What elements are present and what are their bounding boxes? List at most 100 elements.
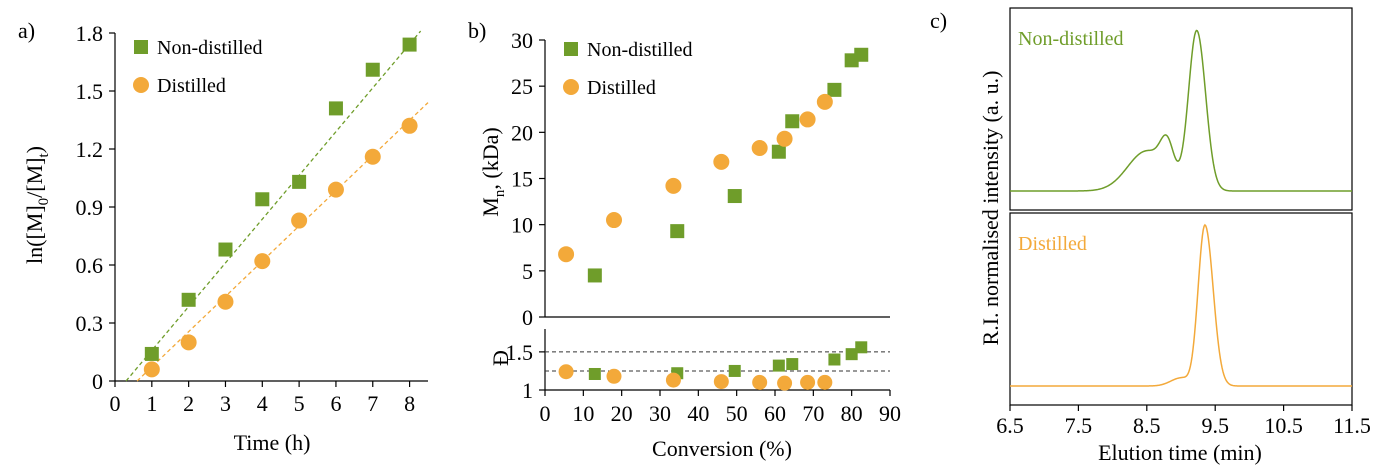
panel-c-bottom-label: Distilled <box>1018 233 1087 255</box>
panel-c-ylabel: R.I. normalised intensity (a. u.) <box>978 71 1003 346</box>
panel-a-data-point <box>181 292 196 307</box>
panel-a-x-tick-label: 8 <box>404 391 415 416</box>
panel-c-x-tick-label: 9.5 <box>1201 413 1229 438</box>
panel-b-top-data-point <box>727 189 742 204</box>
panel-a-x-tick-label: 6 <box>330 391 341 416</box>
panel-b-bottom-data-point <box>752 374 768 390</box>
panel-b-top-data-point <box>751 140 768 157</box>
panel-b-top-y-tick-label: 25 <box>511 74 533 99</box>
panel-b-ylabel: Mn, (kDa) <box>478 127 508 216</box>
panel-a-data-point <box>144 346 159 361</box>
panel-b-top-data-point <box>670 224 685 239</box>
panel-b-x-tick-label: 50 <box>726 401 748 426</box>
panel-b-top-data-point <box>587 268 602 283</box>
panel-a-legend-marker <box>133 77 149 93</box>
panel-c-bottom-frame <box>1009 212 1353 406</box>
panel-a-data-point <box>402 37 417 52</box>
panel-b-top-y-tick-label: 5 <box>522 259 533 284</box>
panel-a-y-tick-label: 0.9 <box>76 195 104 220</box>
panel-b-bottom-data-point <box>713 374 729 390</box>
panel-a-x-tick-label: 2 <box>183 391 194 416</box>
panel-b-top-data-point <box>776 130 793 147</box>
panel-a-x-tick-label: 1 <box>146 391 157 416</box>
panel-b-top-y-tick-label: 20 <box>511 120 533 145</box>
panel-b-top-data-point <box>558 246 575 263</box>
panel-a-data-point <box>218 242 233 257</box>
panel-a-y-tick-label: 1.8 <box>76 21 104 46</box>
panel-a-xlabel: Time (h) <box>234 430 311 455</box>
panel-b-xlabel: Conversion (%) <box>652 436 792 461</box>
panel-b-x-tick-label: 0 <box>540 401 551 426</box>
panel-b-bottom-y-tick-label: 1.5 <box>506 340 534 365</box>
panel-b-bottom-data-point <box>606 368 622 384</box>
panel-c-x-tick-label: 11.5 <box>1333 413 1371 438</box>
panel-a-data-point <box>401 117 418 134</box>
panel-b-x-tick-label: 10 <box>572 401 594 426</box>
panel-b-legend-marker <box>563 79 579 95</box>
panel-a-letter: a) <box>18 18 35 43</box>
panel-b-top-y-tick-label: 10 <box>511 213 533 238</box>
panel-b-ylabel-rest: , (kDa) <box>478 127 503 189</box>
panel-b-x-tick-label: 40 <box>687 401 709 426</box>
panel-a-y-tick-label: 0.6 <box>76 253 104 278</box>
panel-b-legend-label: Non-distilled <box>587 39 693 61</box>
panel-a-legend-label: Non-distilled <box>157 37 263 59</box>
panel-b-bottom-data-point <box>845 348 858 361</box>
panel-a-data-point <box>365 62 380 77</box>
panel-a-ylabel: ln([M]0/[M]t) <box>22 146 52 264</box>
panel-b-top-y-tick-label: 15 <box>511 167 533 192</box>
panel-c-x-tick-label: 10.5 <box>1264 413 1303 438</box>
panel-c-x-tick-label: 6.5 <box>996 413 1024 438</box>
panel-b-dispersity-label: Đ <box>488 350 513 366</box>
panel-b-top-data-point <box>799 111 816 128</box>
panel-c-bottom-trace <box>1010 223 1352 387</box>
panel-c-letter: c) <box>930 8 947 33</box>
panel-a-x-tick-label: 0 <box>110 391 121 416</box>
panel-a-data-point <box>291 212 308 229</box>
panel-a-x-tick-label: 7 <box>367 391 378 416</box>
panel-a-data-point <box>255 192 270 207</box>
panel-b-bottom-data-point <box>558 364 574 380</box>
panel-b-bottom-data-point <box>786 358 799 371</box>
panel-a-data-point <box>327 181 344 198</box>
panel-b-top-y-tick-label: 0 <box>522 305 533 330</box>
panel-b-x-tick-label: 20 <box>611 401 633 426</box>
panel-b-bottom-data-point <box>777 375 793 391</box>
panel-b-top-data-point <box>606 212 622 229</box>
panel-c-top-label: Non-distilled <box>1018 28 1124 50</box>
panel-b-x-tick-label: 90 <box>879 401 901 426</box>
panel-a-y-tick-label: 1.5 <box>76 79 104 104</box>
panel-b-bottom-data-point <box>665 372 681 388</box>
panel-b-x-tick-label: 80 <box>841 401 863 426</box>
panel-b-bottom-data-point <box>772 359 785 372</box>
panel-a-data-point <box>328 101 343 116</box>
panel-a-data-point <box>364 148 381 165</box>
panel-b-letter: b) <box>468 18 486 43</box>
panel-b-top-data-point <box>785 114 800 129</box>
panel-a-y-tick-label: 0.3 <box>76 311 104 336</box>
panel-a-legend-marker <box>134 40 148 54</box>
panel-b-x-tick-label: 30 <box>649 401 671 426</box>
panel-c-x-tick-label: 7.5 <box>1065 413 1093 438</box>
panel-a-fit-line <box>125 30 422 382</box>
panel-b-bottom-data-point <box>800 374 816 390</box>
panel-b-bottom-data-point <box>855 341 868 354</box>
panel-b-bottom-data-point <box>828 353 841 366</box>
panel-b-top-data-point <box>854 47 869 62</box>
panel-b-legend-label: Distilled <box>587 77 656 99</box>
panel-a-x-tick-label: 4 <box>257 391 268 416</box>
panel-a-data-point <box>254 253 271 270</box>
panel-b-bottom-y-tick-label: 1 <box>522 378 533 403</box>
panel-b-bottom-data-point <box>588 367 601 380</box>
panel-a-data-point <box>292 174 307 189</box>
panel-a-y-tick-label: 0 <box>92 369 103 394</box>
panel-c-top-trace <box>1010 29 1352 192</box>
panel-b-top-y-tick-label: 30 <box>511 28 533 53</box>
panel-a-x-tick-label: 3 <box>220 391 231 416</box>
panel-a-data-point <box>217 293 234 310</box>
panel-c-xlabel: Elution time (min) <box>1098 440 1262 465</box>
panel-b-top-data-point <box>665 177 682 194</box>
panel-a-fit-line <box>136 102 429 382</box>
panel-b-x-tick-label: 60 <box>764 401 786 426</box>
